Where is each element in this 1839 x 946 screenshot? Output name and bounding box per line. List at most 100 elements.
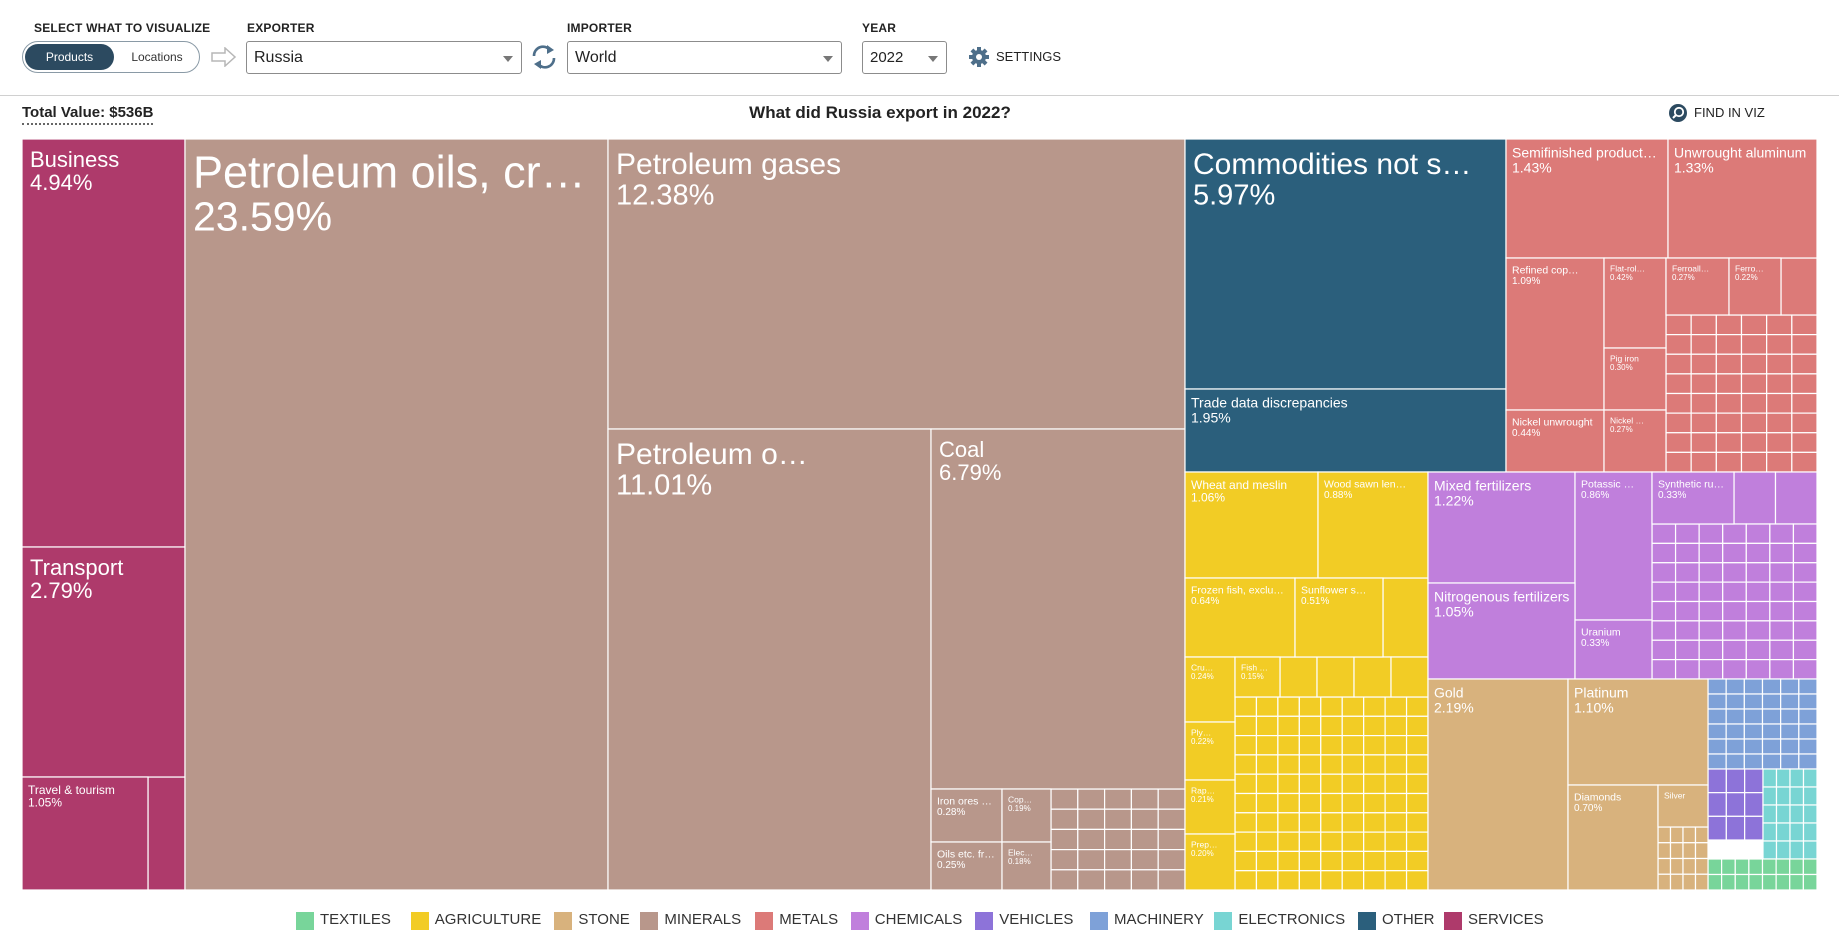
treemap-small-tile[interactable] [1384,850,1408,872]
treemap-small-tile[interactable] [1363,734,1386,756]
treemap-small-tile[interactable] [1298,792,1322,814]
treemap-small-tile[interactable] [1791,451,1818,473]
treemap-small-tile[interactable] [1077,848,1106,871]
treemap-small-tile[interactable] [1674,600,1700,622]
treemap-small-tile[interactable] [1674,562,1700,583]
treemap-small-tile[interactable] [1384,812,1408,833]
treemap-small-tile[interactable] [1792,523,1818,544]
treemap-small-tile[interactable] [1665,432,1692,453]
treemap-small-tile[interactable] [1341,870,1365,891]
treemap-tile-transport[interactable] [21,546,186,778]
treemap-small-tile[interactable] [1320,773,1343,795]
treemap-small-tile[interactable] [1651,600,1677,622]
treemap-small-tile[interactable] [1774,471,1818,525]
treemap-tile-petroleum-o[interactable] [607,428,932,891]
treemap-tile-iron-ores[interactable] [930,788,1003,843]
treemap-tile-cru[interactable] [1184,656,1236,723]
treemap-small-tile[interactable] [1234,831,1258,852]
treemap-small-tile[interactable] [1740,451,1768,473]
treemap-small-tile[interactable] [1277,715,1300,737]
treemap-tile-business[interactable] [21,138,186,548]
treemap-small-tile[interactable] [1384,870,1408,891]
treemap-small-tile[interactable] [1363,715,1386,737]
treemap-small-tile[interactable] [1103,869,1132,891]
treemap-small-tile[interactable] [1694,857,1709,875]
treemap-small-tile[interactable] [1669,857,1684,875]
treemap-small-tile[interactable] [1762,804,1778,824]
treemap-tile-potassic[interactable] [1574,471,1653,621]
treemap-small-tile[interactable] [1769,523,1795,544]
treemap-small-tile[interactable] [1674,542,1700,564]
treemap-small-tile[interactable] [1353,656,1392,698]
treemap-small-tile[interactable] [1130,869,1159,891]
treemap-small-tile[interactable] [1791,334,1818,355]
treemap-small-tile[interactable] [1657,842,1672,860]
treemap-small-tile[interactable] [1740,412,1768,434]
treemap-small-tile[interactable] [1694,826,1709,844]
treemap-small-tile[interactable] [1792,581,1818,603]
treemap-small-tile[interactable] [1382,577,1429,658]
treemap-tile-commodities-not-s[interactable] [1184,138,1507,390]
treemap-tile-flat-rol[interactable] [1603,257,1667,349]
treemap-small-tile[interactable] [1789,840,1805,860]
treemap-tile-rap[interactable] [1184,779,1236,835]
treemap-small-tile[interactable] [1707,738,1727,755]
treemap-small-tile[interactable] [1405,715,1429,737]
treemap-small-tile[interactable] [1722,562,1747,583]
treemap-small-tile[interactable] [1761,738,1782,755]
treemap-small-tile[interactable] [1798,753,1818,770]
treemap-small-tile[interactable] [1802,873,1818,891]
treemap-small-tile[interactable] [1745,639,1771,661]
importer-select[interactable]: World [567,41,842,74]
treemap-small-tile[interactable] [1405,792,1429,814]
treemap-small-tile[interactable] [1707,708,1727,725]
treemap-small-tile[interactable] [1766,451,1793,473]
treemap-small-tile[interactable] [1798,678,1818,695]
treemap-small-tile[interactable] [1050,828,1079,851]
treemap-small-tile[interactable] [1157,808,1186,831]
treemap-small-tile[interactable] [1748,873,1764,891]
treemap-small-tile[interactable] [1707,815,1727,841]
treemap-small-tile[interactable] [1748,858,1764,876]
treemap-small-tile[interactable] [1707,753,1727,770]
treemap-small-tile[interactable] [1775,873,1791,891]
treemap-small-tile[interactable] [1103,828,1132,851]
treemap-small-tile[interactable] [1277,734,1300,756]
treemap-small-tile[interactable] [1130,788,1159,810]
treemap-small-tile[interactable] [1298,754,1322,775]
treemap-small-tile[interactable] [1103,788,1132,810]
treemap-small-tile[interactable] [1698,581,1724,603]
treemap-small-tile[interactable] [1789,822,1805,842]
treemap-small-tile[interactable] [1277,812,1300,833]
treemap-small-tile[interactable] [1761,753,1782,770]
treemap-small-tile[interactable] [1298,773,1322,795]
treemap-tile-elec[interactable] [1001,841,1052,891]
treemap-small-tile[interactable] [1802,822,1818,842]
treemap-small-tile[interactable] [1792,562,1818,583]
treemap-small-tile[interactable] [1320,792,1343,814]
treemap-tile-silver[interactable] [1657,784,1709,828]
treemap-small-tile[interactable] [1690,314,1717,336]
treemap-small-tile[interactable] [1077,808,1106,831]
treemap-small-tile[interactable] [1698,659,1724,680]
treemap-small-tile[interactable] [1363,773,1386,795]
treemap-small-tile[interactable] [1766,334,1793,355]
treemap-small-tile[interactable] [1690,432,1717,453]
treemap-small-tile[interactable] [1722,639,1747,661]
treemap-tile-gold[interactable] [1427,678,1569,891]
toggle-products[interactable]: Products [25,44,114,70]
exporter-select[interactable]: Russia [246,41,522,74]
treemap-small-tile[interactable] [1721,858,1736,876]
treemap-small-tile[interactable] [1255,734,1279,756]
treemap-small-tile[interactable] [1802,804,1818,824]
treemap-small-tile[interactable] [1157,828,1186,851]
treemap-small-tile[interactable] [1769,659,1795,680]
treemap-small-tile[interactable] [1766,314,1793,336]
treemap-small-tile[interactable] [1234,850,1258,872]
treemap-tile-coal[interactable] [930,428,1186,790]
treemap-small-tile[interactable] [1405,831,1429,852]
treemap-small-tile[interactable] [1698,523,1724,544]
treemap-small-tile[interactable] [1745,523,1771,544]
treemap-small-tile[interactable] [1665,373,1692,395]
treemap-small-tile[interactable] [1384,792,1408,814]
